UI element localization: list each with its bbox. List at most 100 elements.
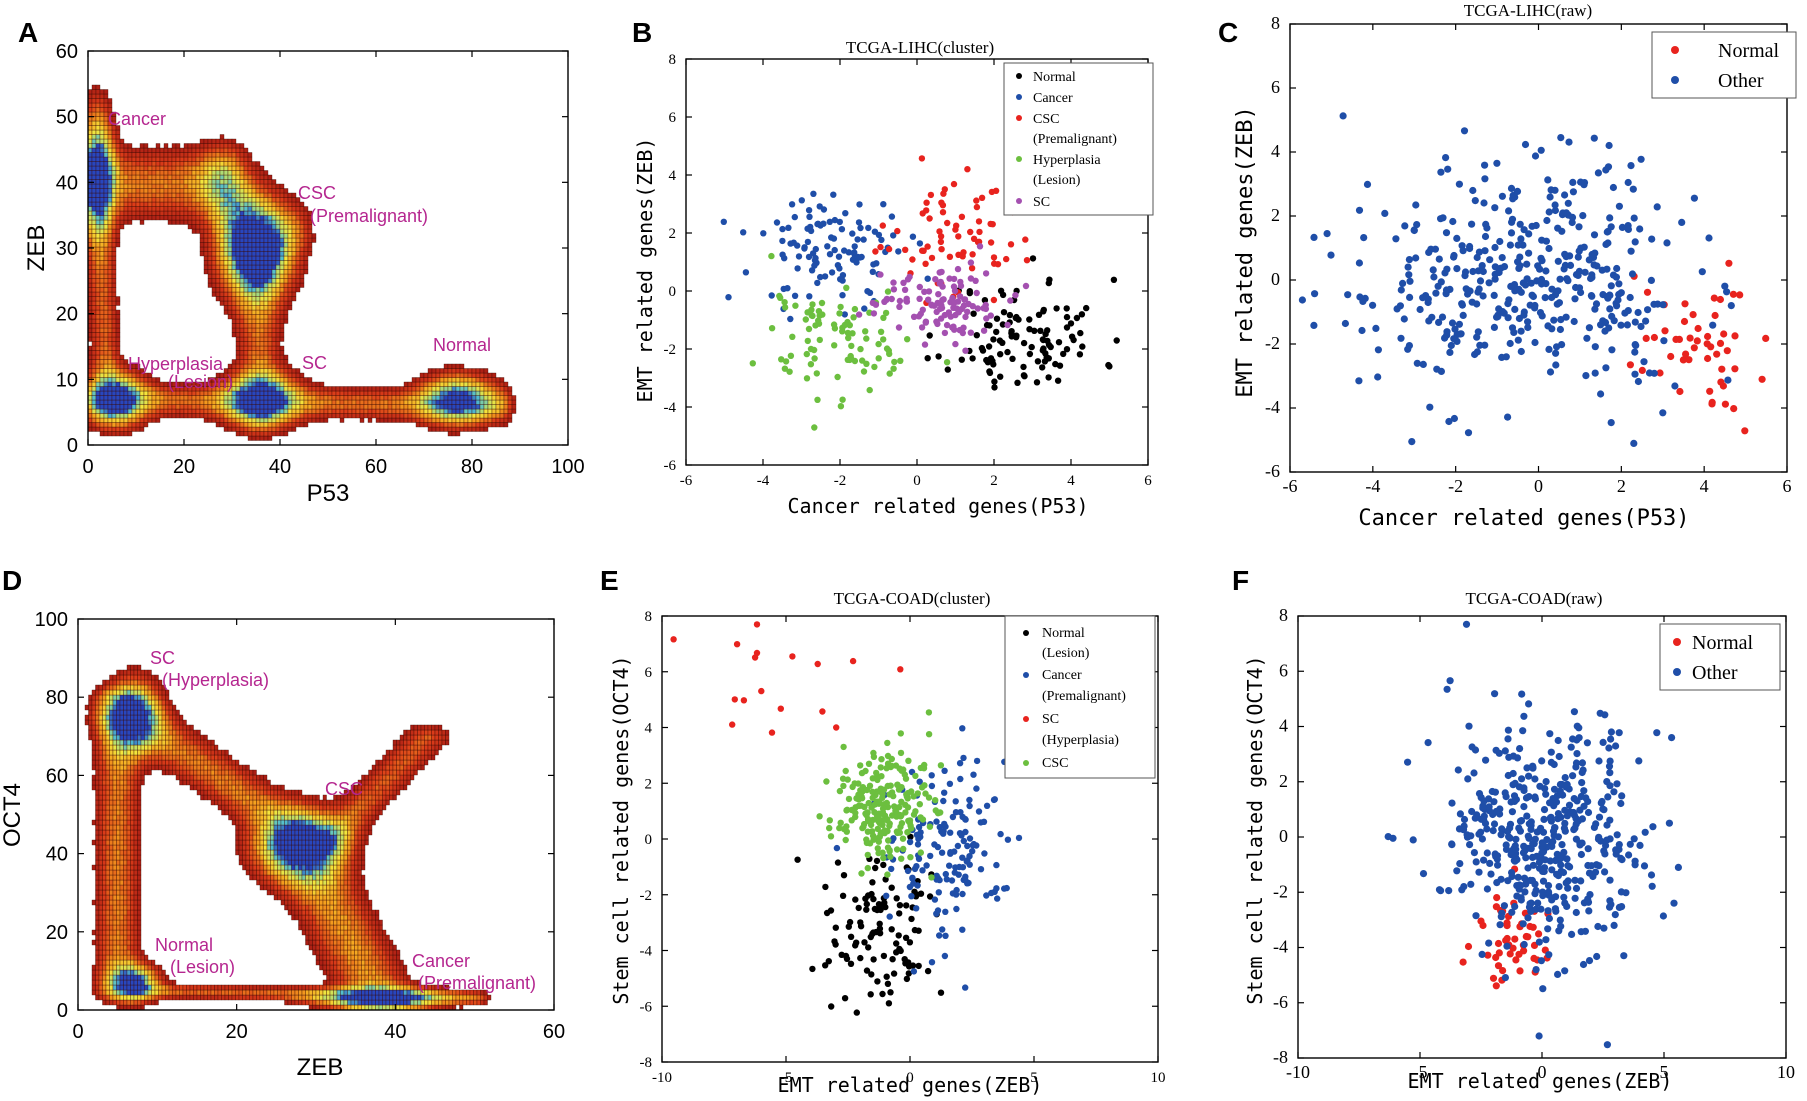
heat-cell bbox=[116, 754, 121, 761]
heat-cell bbox=[271, 296, 277, 302]
heat-cell bbox=[191, 174, 197, 180]
point-other bbox=[1397, 286, 1405, 294]
heat-cell bbox=[223, 251, 229, 257]
point-csc-premalignant bbox=[968, 265, 976, 272]
heat-cell bbox=[251, 174, 257, 180]
point-other bbox=[1469, 186, 1477, 195]
point-other bbox=[1516, 253, 1524, 261]
panel-b-legend-csc: CSC bbox=[1033, 112, 1059, 127]
heat-cell bbox=[95, 969, 100, 976]
point-csc-premalignant bbox=[939, 202, 947, 209]
heat-cell bbox=[271, 206, 277, 212]
heat-cell bbox=[147, 183, 153, 189]
heat-cell bbox=[219, 255, 225, 261]
heat-cell bbox=[267, 179, 273, 185]
heat-cell bbox=[119, 669, 124, 676]
heat-cell bbox=[287, 228, 293, 234]
heat-cell bbox=[227, 395, 233, 401]
heat-cell bbox=[235, 408, 241, 414]
heat-cell bbox=[130, 879, 135, 886]
heat-cell bbox=[131, 215, 137, 221]
heat-cell bbox=[119, 984, 124, 991]
heat-cell bbox=[99, 336, 105, 342]
heat-cell bbox=[112, 869, 117, 876]
point-normal bbox=[1667, 352, 1675, 361]
heat-cell bbox=[103, 242, 109, 248]
heat-cell bbox=[103, 161, 109, 167]
heat-cell bbox=[107, 377, 113, 383]
point-csc-premalignant bbox=[877, 243, 884, 251]
heat-cell bbox=[467, 386, 473, 392]
heat-cell bbox=[91, 170, 97, 176]
heat-cell bbox=[223, 219, 229, 225]
heat-cell bbox=[167, 201, 173, 207]
heat-cell bbox=[219, 296, 225, 302]
heat-cell bbox=[287, 233, 293, 239]
heat-cell bbox=[247, 332, 253, 338]
heat-cell bbox=[247, 224, 253, 230]
point-hyperplasia-lesion bbox=[809, 312, 816, 320]
heat-cell bbox=[239, 224, 245, 230]
heat-cell bbox=[255, 233, 261, 239]
heat-cell bbox=[311, 390, 317, 396]
heat-cell bbox=[351, 390, 357, 396]
heat-cell bbox=[91, 273, 97, 279]
heat-cell bbox=[130, 709, 135, 716]
heat-cell bbox=[219, 278, 225, 284]
point-other bbox=[1615, 202, 1623, 210]
point-other bbox=[1516, 220, 1524, 228]
heat-cell bbox=[99, 309, 105, 315]
heat-cell bbox=[255, 278, 261, 284]
heat-cell bbox=[483, 399, 489, 405]
heat-cell bbox=[126, 884, 131, 891]
heat-cell bbox=[231, 318, 237, 324]
heat-cell bbox=[255, 255, 261, 261]
heat-cell bbox=[251, 336, 257, 342]
heat-cell bbox=[116, 729, 121, 736]
point-hyperplasia-lesion bbox=[839, 328, 846, 335]
heat-cell bbox=[123, 1004, 128, 1010]
heat-cell bbox=[103, 93, 109, 99]
heat-cell bbox=[179, 210, 185, 216]
heat-cell bbox=[91, 318, 97, 324]
point-normal bbox=[1047, 343, 1054, 351]
heat-cell bbox=[235, 273, 241, 279]
point-cancer bbox=[810, 190, 817, 197]
heat-cell bbox=[507, 417, 513, 423]
heat-cell bbox=[247, 390, 253, 396]
point-sc bbox=[964, 308, 971, 315]
heat-cell bbox=[98, 729, 103, 736]
heat-cell bbox=[139, 206, 145, 212]
heat-cell bbox=[199, 138, 205, 144]
heat-cell bbox=[259, 165, 265, 171]
heat-cell bbox=[259, 278, 265, 284]
heat-cell bbox=[123, 714, 128, 721]
point-hyperplasia-lesion bbox=[811, 355, 818, 362]
heat-cell bbox=[283, 260, 289, 266]
heat-cell bbox=[155, 165, 161, 171]
point-cancer bbox=[760, 230, 767, 237]
heat-cell bbox=[243, 381, 249, 387]
heat-cell bbox=[99, 296, 105, 302]
heat-cell bbox=[187, 224, 193, 230]
point-other bbox=[1647, 276, 1655, 284]
panel-a-heatmap-cells bbox=[88, 84, 517, 441]
heat-cell bbox=[95, 377, 101, 383]
point-sc bbox=[961, 296, 968, 303]
point-other bbox=[1475, 285, 1483, 293]
heat-cell bbox=[175, 206, 181, 212]
heat-cell bbox=[123, 729, 128, 736]
heat-cell bbox=[239, 323, 245, 329]
heat-cell bbox=[287, 368, 293, 374]
heat-cell bbox=[239, 147, 245, 153]
heat-cell bbox=[111, 197, 117, 203]
heat-cell bbox=[207, 147, 213, 153]
heat-cell bbox=[107, 269, 113, 275]
heat-cell bbox=[116, 819, 121, 826]
heat-cell bbox=[109, 759, 114, 766]
heat-cell bbox=[95, 979, 100, 986]
heat-cell bbox=[487, 372, 493, 378]
heat-cell bbox=[116, 714, 121, 721]
point-other bbox=[1564, 199, 1572, 207]
heat-cell bbox=[171, 165, 177, 171]
